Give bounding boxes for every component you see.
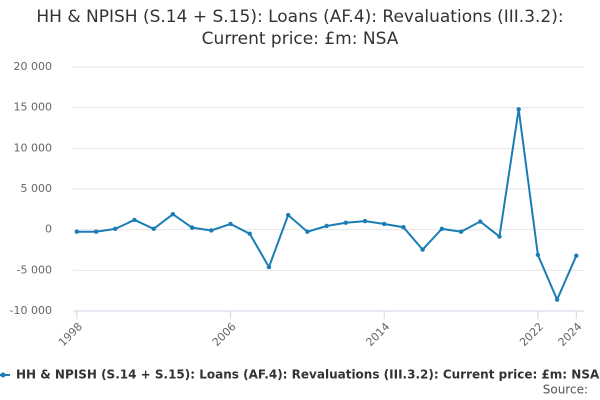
y-tick-label: -5 000 (17, 263, 52, 276)
point (458, 229, 464, 234)
point (516, 107, 521, 112)
point (285, 212, 291, 218)
point (74, 229, 80, 234)
y-tick-label: -10 000 (10, 304, 52, 317)
point (343, 220, 348, 225)
point (497, 234, 502, 239)
chart-title: HH & NPISH (S.14 + S.15): Loans (AF.4): … (36, 7, 564, 49)
point (535, 252, 541, 258)
legend-marker (0, 372, 6, 378)
legend-label: HH & NPISH (S.14 + S.15): Loans (AF.4): … (16, 368, 600, 382)
point (554, 297, 560, 302)
point (382, 221, 387, 227)
point (305, 229, 310, 234)
point (113, 226, 118, 232)
x-tick-label: 2014 (363, 320, 392, 349)
point (132, 217, 137, 223)
series-line (76, 109, 578, 303)
y-tick-label: 15 000 (14, 101, 53, 114)
point (574, 253, 579, 258)
x-tick-label: 1998 (56, 320, 85, 349)
point (401, 225, 406, 230)
point (247, 231, 252, 236)
point (362, 218, 368, 224)
y-tick-label: 20 000 (14, 60, 53, 73)
point (209, 228, 214, 233)
point (266, 264, 272, 270)
point (151, 226, 156, 232)
point (324, 223, 329, 229)
y-tick-label: 5 000 (21, 182, 53, 195)
y-tick-label: 0 (45, 223, 52, 236)
y-tick-label: 10 000 (14, 141, 53, 154)
x-tick-label: 2024 (556, 320, 585, 349)
point (170, 212, 176, 217)
x-tick-label: 2006 (210, 320, 239, 349)
x-tick-label: 2022 (517, 320, 546, 349)
point (478, 219, 483, 224)
point (189, 225, 195, 230)
point (93, 229, 99, 234)
point (228, 221, 233, 227)
point (439, 226, 445, 232)
source: Source: (543, 383, 588, 397)
point (420, 247, 425, 252)
